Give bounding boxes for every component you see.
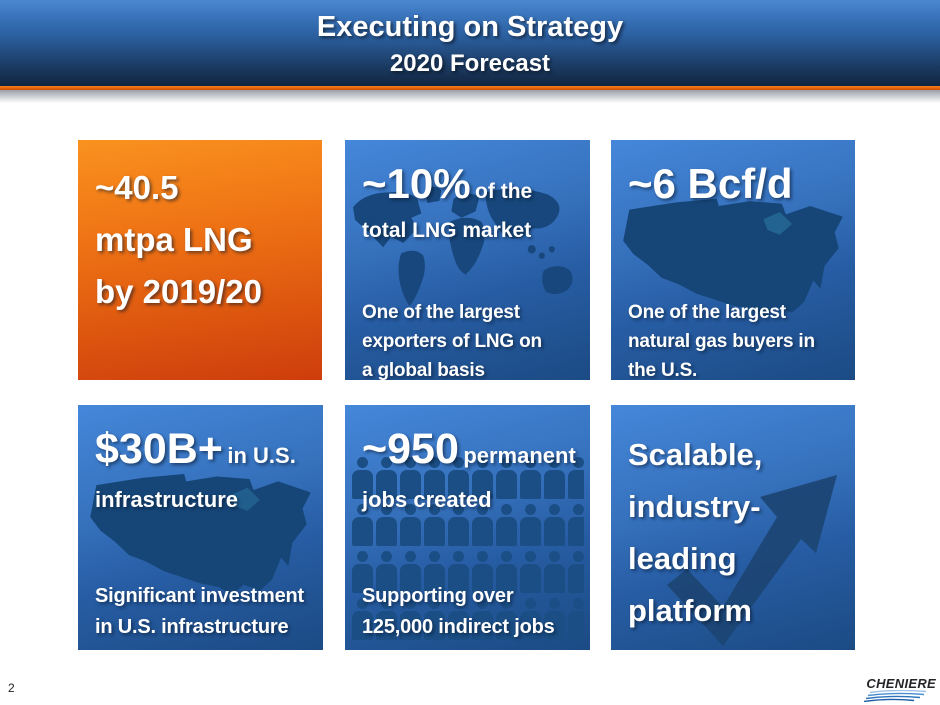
page-number: 2 — [8, 681, 15, 695]
us-map-icon — [90, 474, 311, 596]
person-icon — [448, 457, 469, 501]
person-icon — [352, 457, 373, 501]
tile-lng-market-share-headline: ~10% of the total LNG market — [362, 160, 532, 244]
logo-text: CHENIERE — [866, 676, 936, 691]
tile-infrastructure-headline: $30B+ in U.S. infrastructure — [95, 425, 296, 515]
tile-gas-demand-headline: ~6 Bcf/d — [628, 160, 793, 218]
person-icon — [424, 457, 445, 501]
caption-line: One of the largest — [362, 302, 520, 323]
person-icon — [424, 598, 445, 642]
slide-header: Executing on Strategy 2020 Forecast — [0, 0, 940, 86]
tile-jobs-caption: Supporting over 125,000 indirect jobs — [362, 581, 555, 643]
person-icon — [568, 551, 584, 595]
tile-lng-volume-headline: ~40.5 mtpa LNG by 2019/20 — [95, 162, 262, 318]
headline-line2: total LNG market — [362, 219, 532, 242]
headline-line: leading — [628, 541, 737, 576]
people-grid-icon — [352, 457, 584, 649]
person-icon — [568, 457, 584, 501]
headline-value: $30B+ — [95, 425, 223, 473]
person-icon — [472, 457, 493, 501]
logo-waves-icon — [864, 690, 927, 702]
person-icon — [568, 504, 584, 548]
headline-line: industry- — [628, 489, 761, 524]
tile-lng-market-share: ~10% of the total LNG market One of the … — [345, 140, 590, 380]
person-icon — [448, 598, 469, 642]
person-icon — [544, 504, 565, 548]
person-icon — [352, 551, 373, 595]
headline-line2: infrastructure — [95, 487, 239, 512]
person-icon — [520, 598, 541, 642]
person-icon — [520, 504, 541, 548]
caption-line: 125,000 indirect jobs — [362, 616, 555, 638]
person-icon — [496, 457, 517, 501]
person-icon — [496, 504, 517, 548]
person-icon — [448, 551, 469, 595]
person-icon — [424, 551, 445, 595]
person-icon — [520, 457, 541, 501]
person-icon — [424, 504, 445, 548]
caption-line: exporters of LNG on — [362, 331, 542, 352]
headline-value: ~10% — [362, 160, 471, 207]
person-icon — [376, 504, 397, 548]
person-icon — [568, 598, 584, 642]
tile-jobs-headline: ~950 permanent jobs created — [362, 425, 576, 515]
tile-infrastructure-caption: Significant investment in U.S. infrastru… — [95, 581, 304, 643]
caption-line: the U.S. — [628, 360, 698, 380]
person-icon — [376, 598, 397, 642]
cheniere-logo: CHENIERE — [848, 676, 938, 702]
us-map-icon — [623, 198, 843, 318]
headline-line: ~40.5 — [95, 169, 179, 206]
tile-platform: Scalable, industry- leading platform — [611, 405, 855, 650]
person-icon — [400, 504, 421, 548]
person-icon — [520, 551, 541, 595]
tile-platform-headline: Scalable, industry- leading platform — [628, 429, 762, 637]
growth-arrow-icon — [667, 475, 837, 646]
headline-line: by 2019/20 — [95, 273, 262, 310]
person-icon — [352, 504, 373, 548]
tile-gas-demand: ~6 Bcf/d One of the largest natural gas … — [611, 140, 855, 380]
person-icon — [472, 551, 493, 595]
caption-line: in U.S. infrastructure — [95, 616, 289, 638]
caption-line: Supporting over — [362, 585, 514, 607]
headline-line: platform — [628, 593, 752, 628]
slide-title: Executing on Strategy — [316, 11, 624, 43]
person-icon — [496, 551, 517, 595]
caption-line: One of the largest — [628, 302, 786, 323]
person-icon — [400, 457, 421, 501]
caption-line: Significant investment — [95, 585, 304, 607]
person-icon — [400, 551, 421, 595]
header-shadow — [0, 90, 940, 103]
header-accent-bar — [0, 86, 940, 90]
caption-line: a global basis — [362, 360, 485, 380]
tile-lng-market-share-caption: One of the largest exporters of LNG on a… — [362, 298, 542, 380]
person-icon — [472, 504, 493, 548]
tile-infrastructure-investment: $30B+ in U.S. infrastructure Significant… — [78, 405, 323, 650]
person-icon — [544, 598, 565, 642]
headline-value: ~6 Bcf/d — [628, 160, 793, 207]
headline-line: mtpa LNG — [95, 221, 253, 258]
tile-lng-volume: ~40.5 mtpa LNG by 2019/20 — [78, 140, 322, 380]
person-icon — [352, 598, 373, 642]
headline-qualifier: in U.S. — [227, 443, 296, 468]
person-icon — [544, 551, 565, 595]
person-icon — [472, 598, 493, 642]
person-icon — [544, 457, 565, 501]
headline-qualifier: of the — [475, 180, 533, 203]
person-icon — [496, 598, 517, 642]
person-icon — [376, 551, 397, 595]
caption-line: natural gas buyers in — [628, 331, 815, 352]
slide-subtitle: 2020 Forecast — [389, 50, 551, 77]
person-icon — [376, 457, 397, 501]
headline-line2: jobs created — [362, 487, 492, 512]
tile-gas-demand-caption: One of the largest natural gas buyers in… — [628, 298, 815, 380]
headline-value: ~950 — [362, 425, 459, 473]
tile-jobs: ~950 permanent jobs created Supporting o… — [345, 405, 590, 650]
headline-qualifier: permanent — [463, 443, 576, 468]
person-icon — [400, 598, 421, 642]
world-map-icon — [353, 186, 573, 307]
person-icon — [448, 504, 469, 548]
headline-line: Scalable, — [628, 437, 763, 472]
